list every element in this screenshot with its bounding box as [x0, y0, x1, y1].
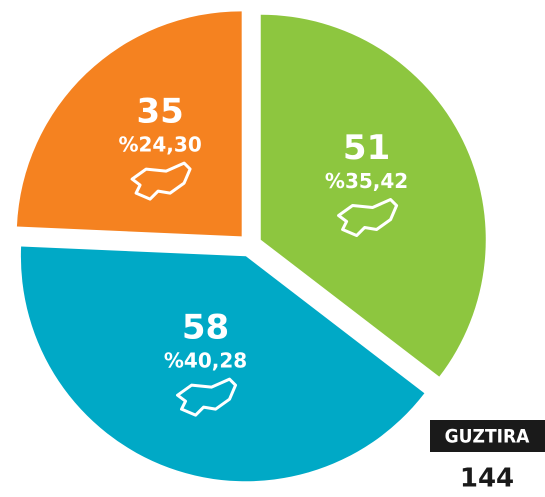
slice-percent: %40,28	[164, 349, 247, 373]
slice-value: 51	[343, 128, 390, 168]
map-icon	[337, 198, 399, 238]
pie-slice	[16, 11, 242, 237]
pie-slice	[20, 246, 425, 482]
pie-slice	[260, 14, 486, 377]
map-icon	[130, 161, 192, 201]
total-label-box	[430, 420, 545, 452]
slice-percent: %35,42	[325, 169, 408, 193]
map-icon	[176, 377, 238, 417]
slice-value: 35	[136, 92, 183, 132]
total-label: GUZTIRA	[445, 426, 530, 448]
slice-percent: %24,30	[118, 133, 201, 157]
slice-value: 58	[182, 308, 229, 348]
total-value: 144	[460, 464, 514, 494]
